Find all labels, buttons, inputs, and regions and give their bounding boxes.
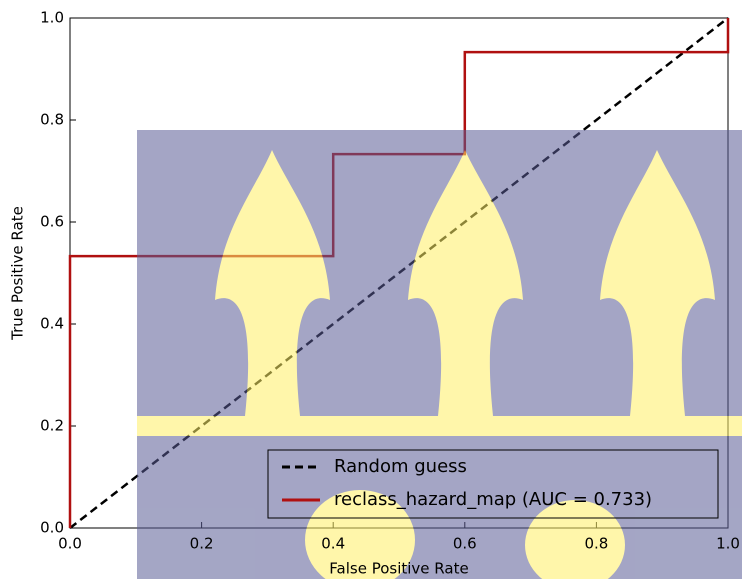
y-tick-label: 0.4 [40,315,64,333]
x-tick-label: 0.4 [321,535,345,553]
x-axis-label: False Positive Rate [329,560,468,578]
legend-label: Random guess [334,456,467,477]
x-tick-label: 0.8 [584,535,608,553]
x-tick-label: 0.2 [190,535,214,553]
y-tick-label: 1.0 [40,9,64,27]
x-tick-label: 0.6 [453,535,477,553]
y-tick-label: 0.0 [40,519,64,537]
y-tick-label: 0.6 [40,213,64,231]
chart: False Positive Rate True Positive Rate 0… [0,0,742,579]
x-tick-label: 1.0 [716,535,740,553]
y-axis-label: True Positive Rate [9,206,27,341]
y-tick-label: 0.8 [40,111,64,129]
legend-label: reclass_hazard_map (AUC = 0.733) [334,489,652,510]
x-tick-label: 0.0 [58,535,82,553]
y-tick-label: 0.2 [40,417,64,435]
watermark [137,130,742,579]
